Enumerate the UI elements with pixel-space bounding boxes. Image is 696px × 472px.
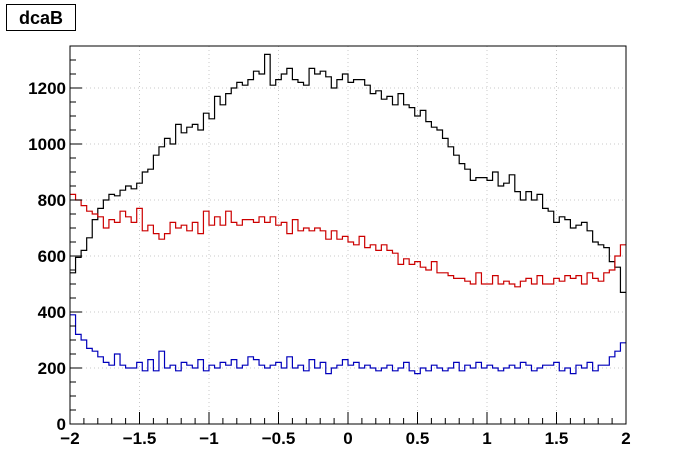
x-tick-label: 1	[482, 429, 491, 448]
x-tick-label: −2	[60, 429, 79, 448]
histogram-series	[70, 53, 626, 375]
x-tick-label: −0.5	[262, 429, 296, 448]
y-tick-label: 200	[38, 359, 66, 378]
series-line-1	[70, 193, 626, 288]
axis-tick-labels: −2 −1.5 −1 −0.5 0 0.5 1 1.5 2 0 200 400 600 800 1000 12…	[28, 79, 631, 448]
chart-title: dcaB	[6, 4, 77, 31]
y-tick-label: 800	[38, 191, 66, 210]
axis-ticks	[69, 45, 627, 425]
x-tick-label: 1.5	[545, 429, 569, 448]
y-tick-label: 0	[57, 415, 66, 434]
x-tick-label: 0	[343, 429, 352, 448]
y-tick-label: 1000	[28, 135, 66, 154]
y-tick-label: 400	[38, 303, 66, 322]
y-tick-label: 1200	[28, 79, 66, 98]
y-tick-label: 600	[38, 247, 66, 266]
x-tick-label: 0.5	[406, 429, 430, 448]
series-line-2	[70, 314, 626, 375]
series-line-0	[70, 53, 626, 293]
x-tick-label: 2	[621, 429, 630, 448]
x-tick-label: −1.5	[123, 429, 157, 448]
x-tick-label: −1	[199, 429, 218, 448]
